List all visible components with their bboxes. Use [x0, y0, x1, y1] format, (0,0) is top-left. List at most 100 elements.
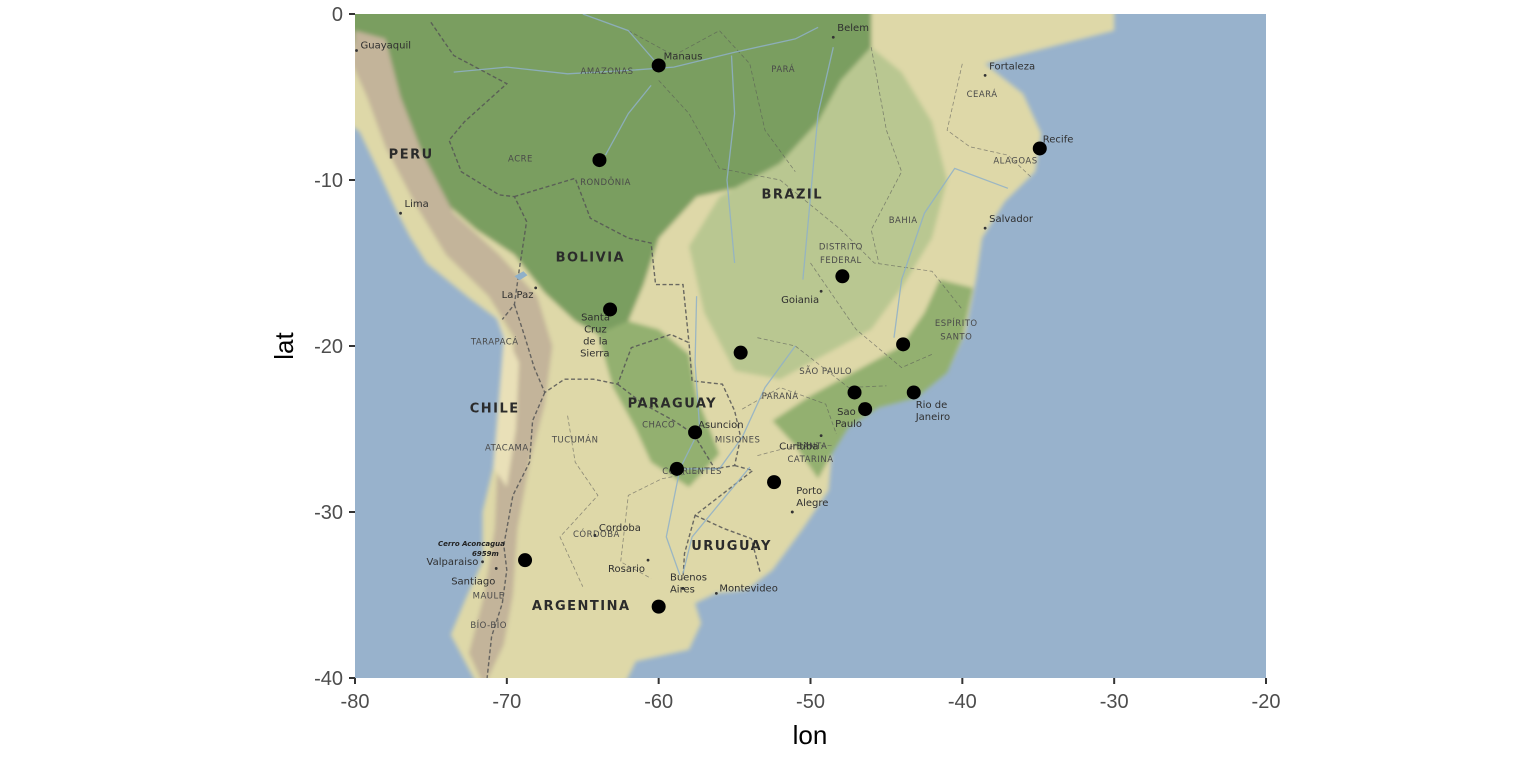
- city-label: Cordoba: [599, 523, 641, 534]
- city-label: Manaus: [664, 51, 703, 62]
- river-line: [679, 345, 796, 470]
- city-dot: [681, 586, 685, 590]
- y-tick-label: -10: [314, 170, 343, 192]
- data-point: [518, 553, 533, 568]
- country-label: URUGUAY: [691, 539, 772, 554]
- city-label: Guayaquil: [361, 41, 412, 52]
- region-label: BAHIA: [889, 216, 918, 226]
- region-label: AMAZONAS: [581, 67, 634, 77]
- city-dot: [831, 35, 835, 39]
- x-tick-label: -70: [492, 691, 521, 713]
- data-point: [858, 402, 873, 417]
- region-label: FEDERAL: [820, 256, 862, 266]
- city-label: Porto: [796, 486, 822, 497]
- peak-elevation: 6959m: [472, 550, 499, 558]
- data-point: [906, 385, 921, 400]
- country-label: PERU: [389, 147, 434, 162]
- city-label: Lima: [405, 199, 429, 210]
- region-label: SÃO PAULO: [799, 366, 852, 377]
- city-label: Rio de: [916, 400, 948, 411]
- river-line: [802, 47, 834, 280]
- cerrado-savanna: [689, 47, 948, 380]
- city-label: Buenos: [670, 572, 707, 583]
- city-label: de la: [583, 336, 608, 347]
- pantanal-wetland: [597, 321, 720, 488]
- region-label: MISIONES: [715, 435, 761, 445]
- city-labels: Guayaquil Manaus Belem Fortaleza Recife Lima S…: [355, 23, 1073, 595]
- city-label: Janeiro: [915, 412, 950, 423]
- city-dot: [593, 533, 597, 537]
- border-line: [658, 80, 963, 310]
- region-labels: AMAZONAS PARÁ ACRE RONDÔNIA CEARÁ ALAGOAS BAHI…: [470, 63, 1037, 631]
- region-label: PARANÁ: [762, 390, 799, 402]
- border-line: [742, 387, 837, 435]
- country-label: PARAGUAY: [628, 396, 718, 411]
- region-label: ALAGOAS: [993, 156, 1037, 166]
- border-line: [628, 30, 796, 172]
- region-label: SANTO: [940, 332, 972, 342]
- border-line: [513, 304, 742, 438]
- river-line: [682, 466, 751, 574]
- country-label: ARGENTINA: [532, 599, 631, 614]
- data-point: [651, 58, 666, 73]
- city-label: Goiania: [781, 295, 819, 306]
- data-point: [896, 337, 911, 352]
- country-label: CHILE: [470, 401, 520, 416]
- x-tick-label: -20: [1252, 691, 1281, 713]
- city-label: Asuncion: [698, 420, 743, 431]
- data-point: [835, 269, 850, 284]
- region-label: BÍO-BÍO: [470, 619, 507, 631]
- river-line: [582, 14, 660, 66]
- city-label: Belem: [837, 23, 869, 34]
- data-point: [847, 385, 862, 400]
- y-axis: 0 -10 -20 -30 -40: [314, 4, 355, 690]
- amazon-forest: [355, 14, 872, 335]
- y-tick-label: 0: [332, 4, 343, 26]
- city-label: Paulo: [835, 419, 862, 430]
- city-dot: [399, 211, 402, 215]
- x-tick-label: -30: [1100, 691, 1129, 713]
- country-label: BOLIVIA: [556, 250, 626, 265]
- region-label: MAULE: [473, 591, 505, 601]
- rivers: [453, 14, 1009, 576]
- city-dot: [983, 226, 987, 230]
- city-dot: [481, 560, 484, 564]
- lake-titicaca: [514, 271, 528, 281]
- city-dot: [355, 49, 358, 52]
- region-label: DISTRITO: [819, 243, 863, 253]
- data-point: [1032, 141, 1047, 156]
- y-tick-label: -20: [314, 336, 343, 358]
- city-label: Sierra: [580, 348, 609, 359]
- city-dot: [819, 434, 823, 438]
- data-point: [669, 461, 684, 476]
- border-line: [694, 514, 762, 574]
- region-label: CÓRDOBA: [573, 528, 620, 540]
- atlantic-forest: [772, 279, 973, 479]
- country-labels: PERU BRAZIL BOLIVIA CHILE PARAGUAY URUGUAY ARG…: [389, 147, 824, 614]
- basemap-tiles: PERU BRAZIL BOLIVIA CHILE PARAGUAY URUGUAY ARG…: [355, 14, 1266, 678]
- city-dot: [494, 567, 498, 570]
- city-dot: [534, 286, 538, 290]
- region-label: TARAPACÁ: [470, 335, 519, 347]
- border-line: [514, 177, 690, 343]
- city-label: Fortaleza: [989, 61, 1035, 72]
- peak-label: Cerro Aconcagua 6959m: [438, 540, 505, 558]
- city-label: Cruz: [584, 324, 607, 335]
- river-line: [604, 84, 652, 156]
- city-dot: [646, 558, 650, 562]
- river-line: [665, 296, 701, 576]
- atacama-desert: [491, 304, 519, 488]
- border-line: [946, 63, 1031, 177]
- data-points: [518, 58, 1047, 614]
- axes: 0-10-20-30-40 -80 -70 -60 -50 -40 -30 -20 lon …: [269, 4, 1280, 750]
- city-label: La Paz: [502, 290, 534, 301]
- city-dot: [819, 289, 823, 293]
- data-point: [767, 475, 782, 490]
- peak-name: Cerro Aconcagua: [438, 540, 505, 548]
- country-label: BRAZIL: [762, 187, 824, 202]
- border-line: [757, 445, 832, 456]
- city-label: Valparaiso: [427, 557, 479, 568]
- data-point: [603, 302, 618, 317]
- region-label: PARÁ: [771, 63, 795, 75]
- x-tick-label: -40: [948, 691, 977, 713]
